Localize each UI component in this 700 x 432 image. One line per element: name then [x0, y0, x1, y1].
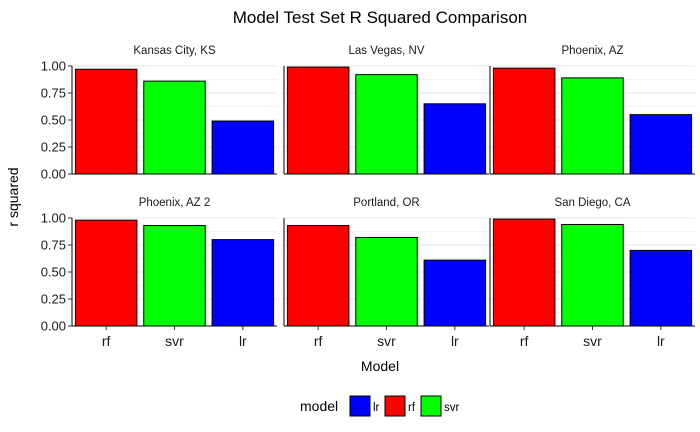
bar-rf: [492, 218, 556, 327]
legend-label-rf: rf: [408, 402, 416, 414]
bar-lr: [629, 249, 693, 327]
legend-label-lr: lr: [373, 402, 380, 414]
y-tick-label: 0.75: [41, 86, 66, 101]
facet-panel: Phoenix, AZ 2 0.00 0.25 0.50 0.75 1.00 rf svr lr: [41, 197, 277, 349]
facet-panel: Las Vegas, NV: [283, 45, 489, 175]
legend-label-svr: svr: [444, 402, 460, 414]
facet-panels: Kansas City, KS 0.00 0.25 0.50 0.75 1.00 Las V…: [41, 45, 695, 349]
y-tick-label: 0.00: [41, 319, 66, 334]
facet-strip-label: Phoenix, AZ 2: [139, 197, 211, 209]
x-tick-label: lr: [239, 333, 247, 349]
bar-svr: [561, 223, 624, 327]
facet-panel: Portland, OR rf svr lr: [283, 197, 489, 349]
y-axis-label: r squared: [5, 167, 21, 226]
x-tick-label: svr: [377, 333, 396, 349]
bar-rf: [74, 219, 138, 327]
facet-strip-label: Las Vegas, NV: [348, 45, 424, 57]
bar-rf: [492, 67, 556, 175]
y-tick-label: 0.25: [41, 140, 66, 155]
facet-strip-label: Phoenix, AZ: [561, 45, 623, 57]
bar-rf: [286, 66, 350, 175]
legend-title: model: [300, 398, 338, 414]
y-tick-label: 0.50: [41, 113, 66, 128]
facet-panel: San Diego, CA rf svr lr: [489, 197, 695, 349]
facet-panel: Phoenix, AZ: [489, 45, 695, 175]
y-tick-label: 0.50: [41, 265, 66, 280]
x-tick-label: rf: [102, 333, 111, 349]
bar-svr: [355, 74, 418, 175]
bar-svr: [355, 236, 418, 327]
y-tick-label: 0.25: [41, 292, 66, 307]
bar-svr: [561, 77, 624, 175]
x-tick-label: lr: [657, 333, 665, 349]
facet-strip-label: Portland, OR: [353, 197, 419, 209]
x-tick-label: lr: [451, 333, 459, 349]
x-tick-label: svr: [165, 333, 184, 349]
bar-rf: [286, 225, 350, 327]
chart-title: Model Test Set R Squared Comparison: [233, 8, 528, 27]
x-axis-label: Model: [361, 358, 399, 374]
bar-lr: [211, 120, 275, 175]
legend-swatch-lr: [349, 395, 371, 417]
x-tick-label: rf: [520, 333, 529, 349]
y-tick-label: 1.00: [41, 59, 66, 74]
legend-swatch-rf: [384, 395, 406, 417]
bar-lr: [211, 239, 275, 327]
bar-lr: [629, 114, 693, 175]
x-tick-label: rf: [314, 333, 323, 349]
facet-strip-label: San Diego, CA: [554, 197, 630, 209]
y-tick-label: 0.00: [41, 167, 66, 182]
bar-rf: [74, 68, 138, 175]
y-tick-label: 0.75: [41, 238, 66, 253]
facet-panel: Kansas City, KS 0.00 0.25 0.50 0.75 1.00: [41, 45, 277, 182]
facet-strip-label: Kansas City, KS: [133, 45, 216, 57]
y-tick-label: 1.00: [41, 211, 66, 226]
bar-svr: [143, 80, 206, 175]
legend-swatch-svr: [420, 395, 442, 417]
bar-lr: [423, 259, 487, 327]
bar-svr: [143, 225, 206, 327]
legend: model lr rf svr: [300, 395, 460, 417]
x-tick-label: svr: [583, 333, 602, 349]
bar-lr: [423, 103, 487, 175]
